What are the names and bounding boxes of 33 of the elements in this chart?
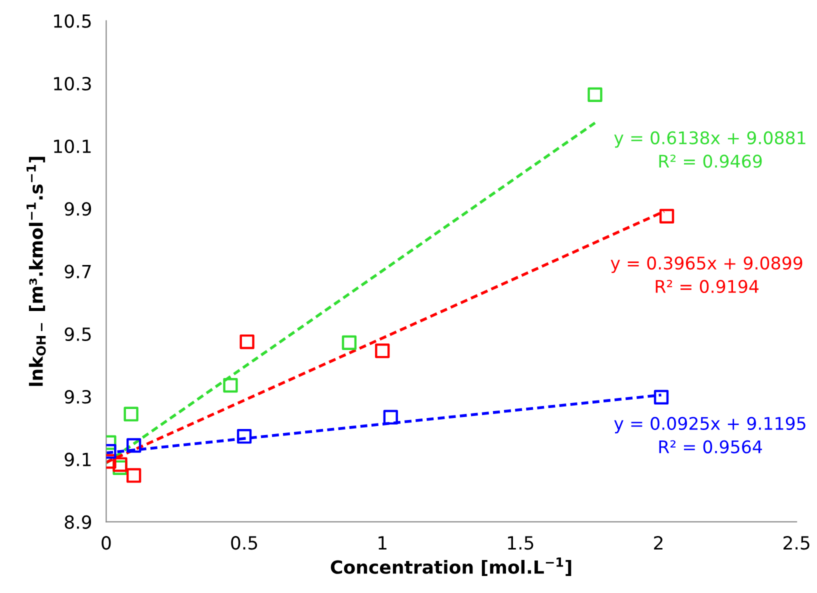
y-tick-label: 10.1	[54, 139, 91, 154]
annotation: y = 0.0925x + 9.1195 R² = 0.9564	[614, 416, 806, 454]
x-tick-label: 2	[654, 536, 662, 550]
y-axis-title: lnk$_{OH−}$ [m³.kmol$^{−1}$.s$^{−1}$]	[26, 156, 46, 386]
point	[383, 410, 398, 425]
annotation: y = 0.3965x + 9.0899 R² = 0.9194	[610, 256, 802, 294]
y-tick-label: 9.9	[64, 202, 92, 216]
y-tick-label: 10.3	[54, 76, 91, 91]
point	[112, 457, 128, 472]
annotation: y = 0.6138x + 9.0881 R² = 0.9469	[614, 131, 806, 168]
point	[236, 429, 252, 444]
point	[126, 438, 142, 453]
x-tick-label: 2.5	[784, 536, 810, 550]
point	[654, 390, 669, 405]
x-tick-label: 0	[102, 536, 111, 550]
y-tick-label: 8.9	[64, 515, 92, 529]
x-tick-label: 0.5	[231, 536, 258, 550]
x-tick-label: 1.5	[508, 536, 534, 550]
point	[126, 468, 142, 483]
point	[223, 378, 238, 393]
x-tick-label: 1	[378, 536, 386, 550]
point	[375, 344, 390, 358]
y-tick-label: 9.5	[64, 327, 91, 342]
y-tick-label: 9.3	[64, 390, 91, 404]
point	[659, 208, 674, 224]
point	[124, 406, 138, 422]
y-tick-label: 9.1	[64, 452, 91, 466]
x-axis-title: Concentration [mol.L$^{−1}$]	[330, 558, 572, 576]
point	[588, 87, 602, 102]
y-tick-label: 9.7	[64, 264, 91, 278]
point	[240, 334, 254, 350]
y-tick-label: 10.5	[54, 14, 91, 28]
point	[342, 335, 357, 350]
